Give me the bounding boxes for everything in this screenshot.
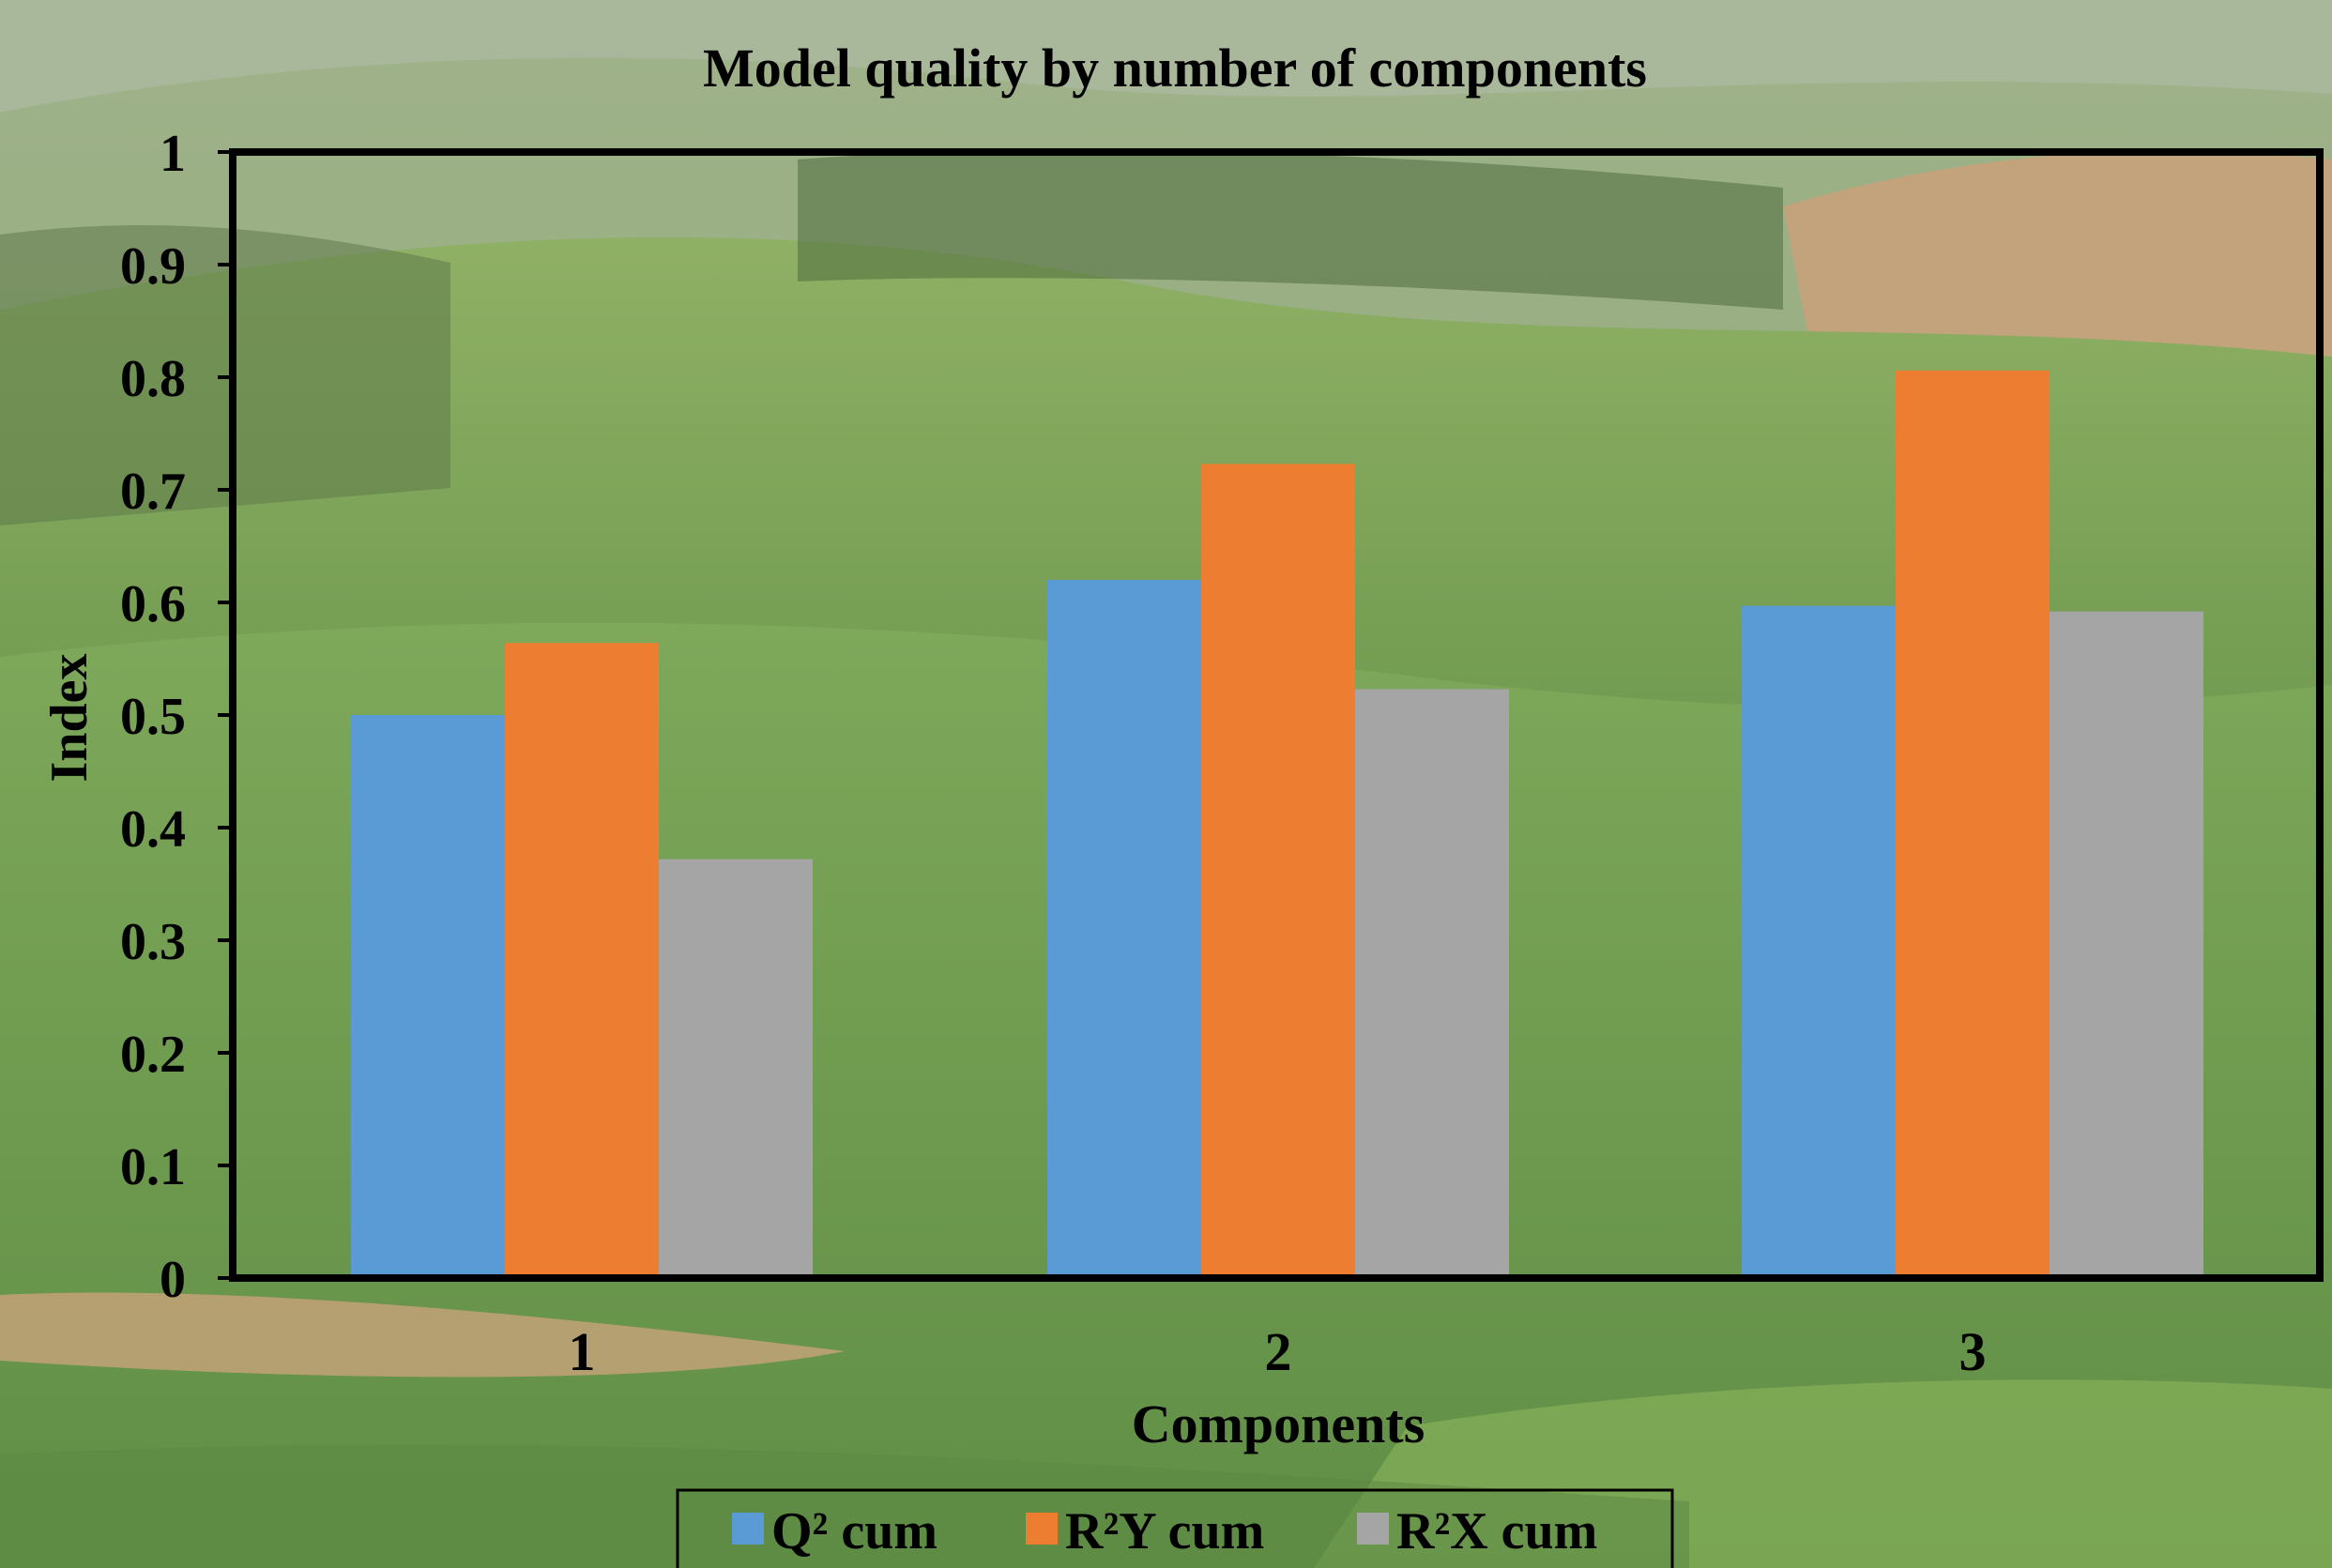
bar-q2-cum-3 <box>1742 605 1896 1278</box>
legend-swatch-q2-cum <box>732 1513 764 1545</box>
legend-frame <box>676 1488 1674 1568</box>
y-tick-label: 1 <box>160 125 186 183</box>
bars <box>351 370 2203 1278</box>
bar-r2y-cum-3 <box>1896 370 2050 1278</box>
x-axis-ticks: 1 2 3 <box>569 1321 1987 1382</box>
legend: Q² cum R²Y cum R²X cum <box>676 1488 1674 1568</box>
y-axis-ticks: 0 0.1 0.2 0.3 0.4 0.5 0.6 0.7 0.8 0.9 1 <box>120 125 236 1309</box>
y-tick-label: 0.6 <box>120 575 186 633</box>
legend-label-r2x-cum: R²X cum <box>1396 1502 1597 1560</box>
legend-label-r2y-cum: R²Y cum <box>1065 1502 1264 1560</box>
bar-q2-cum-1 <box>351 715 505 1278</box>
x-tick-label: 3 <box>1959 1321 1987 1382</box>
y-tick-label: 0.7 <box>120 463 186 521</box>
legend-label-q2-cum: Q² cum <box>771 1502 937 1560</box>
y-axis-title: Index <box>40 654 99 783</box>
y-tick-label: 0 <box>160 1251 186 1309</box>
y-tick-label: 0.4 <box>120 800 186 859</box>
y-tick-label: 0.1 <box>120 1138 186 1196</box>
y-tick-label: 0.9 <box>120 237 186 296</box>
x-tick-label: 2 <box>1265 1321 1292 1382</box>
bar-q2-cum-2 <box>1047 580 1201 1278</box>
y-tick-label: 0.2 <box>120 1026 186 1084</box>
bar-r2y-cum-1 <box>505 643 659 1278</box>
y-tick-label: 0.3 <box>120 913 186 971</box>
y-tick-label: 0.8 <box>120 350 186 408</box>
legend-swatch-r2x-cum <box>1357 1513 1389 1545</box>
bar-r2x-cum-3 <box>2050 611 2203 1278</box>
x-axis-title: Components <box>1132 1393 1425 1454</box>
legend-swatch-r2y-cum <box>1026 1513 1058 1545</box>
bar-r2x-cum-1 <box>659 859 813 1278</box>
y-tick-label: 0.5 <box>120 688 186 746</box>
bar-r2x-cum-2 <box>1355 689 1509 1278</box>
plot-area-frame <box>229 148 2324 1282</box>
bar-r2y-cum-2 <box>1201 464 1355 1278</box>
x-tick-label: 1 <box>569 1321 596 1382</box>
legend-entries: Q² cum R²Y cum R²X cum <box>732 1502 1597 1560</box>
chart-title: Model quality by number of components <box>703 38 1647 99</box>
